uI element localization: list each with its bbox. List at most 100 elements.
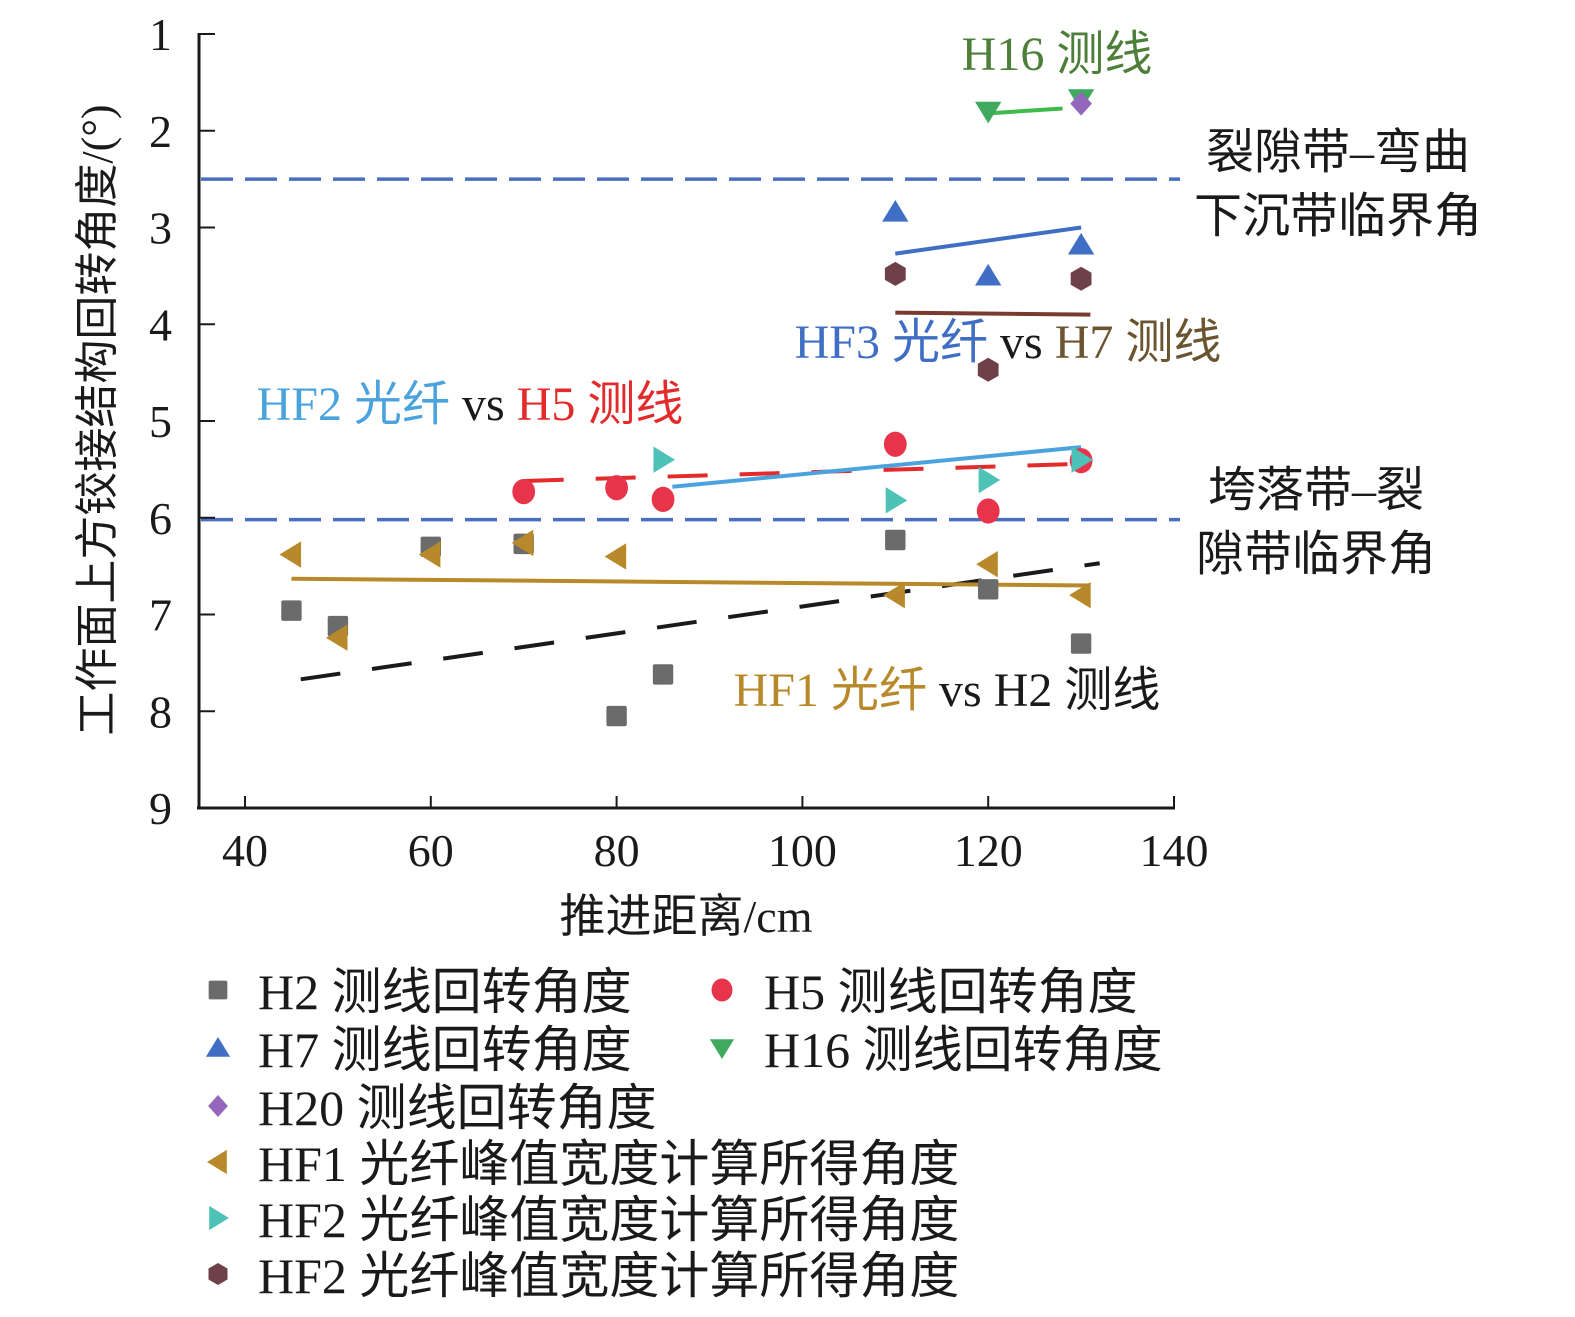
annotations: H16 测线 HF3 光纤 vs H7 测线 HF2 光纤 vs H5 测线 HF1 … [257,28,1222,717]
data-point [976,498,1000,524]
data-point [883,431,907,457]
legend-entry: H7 测线回转角度 [205,1022,632,1078]
y-tick-label: 2 [149,106,172,157]
series-triangle-up [882,200,1095,286]
caving-fracture-critical-label: 隙带临界角 [1196,528,1436,581]
hf1-h2-annotation-part: H2 测线 [994,664,1161,717]
legend: H2 测线回转角度 H5 测线回转角度 H7 测线回转角度 H16 测线回转角度 H20… [205,964,1163,1304]
caving-fracture-critical-label: 垮落带–裂 [1208,464,1424,517]
hf3-h7-annotation-part: H7 测线 [1055,316,1222,369]
fracture-bending-critical-label: 裂隙带–弯曲 [1206,126,1470,179]
data-point [1070,633,1092,654]
data-point [279,541,302,568]
h16-annotation: H16 测线 [962,28,1153,81]
y-tick-label: 1 [149,9,172,60]
data-point [978,466,1001,494]
hf2-fit-line [672,445,1082,489]
hf1-h2-annotation-part: HF1 光纤 [734,664,927,717]
hf1-h2-annotation: HF1 光纤 vs H2 测线 [734,664,1161,717]
series-triangle-left [279,529,1091,651]
hf2-h5-annotation-part: H5 测线 [517,378,684,431]
legend-marker-square [208,980,228,1000]
data-point [512,479,536,505]
legend-marker-triangle-up [205,1037,231,1057]
hf3-fit-line [895,310,1091,317]
hf2-h5-annotation-part: HF2 光纤 [257,378,450,431]
h16-annotation-part: H16 测线 [962,28,1153,81]
data-point [978,579,999,600]
data-point [281,600,302,621]
data-point [653,446,676,473]
fracture-bending-critical-label: 下沉带临界角 [1194,190,1482,243]
data-point [976,550,998,578]
x-tick-label: 120 [954,825,1023,876]
legend-label: HF1 光纤峰值宽度计算所得角度 [258,1136,959,1192]
legend-entry: H2 测线回转角度 [208,964,632,1020]
series-triangle-right [653,446,1094,514]
x-tick-label: 140 [1140,825,1209,876]
legend-entry: H16 测线回转角度 [709,1022,1163,1078]
data-point [885,529,906,551]
legend-marker-triangle-right [209,1205,229,1231]
data-point [975,101,1002,124]
y-tick-label: 6 [149,493,172,544]
hf3-h7-annotation: HF3 光纤 vs H7 测线 [795,316,1222,369]
ticks: 40 60 80 100 120 140 1 2 3 4 5 6 7 8 9 [149,9,1209,876]
hf1-fit-line [291,576,1091,588]
legend-marker-diamond [208,1095,228,1117]
series-hexagon [884,261,1092,382]
data-point [1069,581,1091,609]
legend-entry: HF1 光纤峰值宽度计算所得角度 [207,1136,959,1192]
x-axis-label: 推进距离/cm [560,891,813,942]
data-point [606,705,627,727]
legend-marker-circle [711,978,733,1002]
legend-label: H20 测线回转角度 [258,1080,657,1136]
x-tick-label: 80 [594,825,640,876]
hf1-h2-annotation-part: vs [927,664,994,717]
y-tick-label: 7 [149,590,172,641]
data-point [885,487,908,514]
legend-label: H7 测线回转角度 [258,1022,632,1078]
hf2-h5-annotation-part: vs [450,378,517,431]
data-point [884,261,906,286]
data-point [977,357,999,382]
legend-label: HF2 光纤峰值宽度计算所得角度 [258,1192,959,1248]
data-point [605,475,628,501]
legend-entry: HF2 光纤峰值宽度计算所得角度 [209,1192,959,1248]
y-axis-label: 工作面上方铰接结构回转角度/(°) [73,104,122,735]
legend-marker-triangle-down [709,1039,735,1059]
legend-entry: H5 测线回转角度 [711,964,1138,1020]
y-tick-label: 8 [149,686,172,737]
legend-entry: H20 测线回转角度 [208,1080,657,1136]
h7-fit-line [895,225,1082,256]
y-tick-label: 5 [149,396,172,447]
hf3-h7-annotation-part: HF3 光纤 [795,316,988,369]
data-point [418,541,441,568]
x-tick-label: 40 [222,825,268,876]
data-point [1070,91,1092,116]
legend-entry: HF2 光纤峰值宽度计算所得角度 [208,1248,959,1304]
y-tick-label: 3 [149,203,172,254]
data-point [604,543,627,570]
hf2-h5-annotation: HF2 光纤 vs H5 测线 [257,378,684,431]
series-diamond [1070,91,1092,116]
legend-label: H16 测线回转角度 [764,1022,1163,1078]
legend-label: H5 测线回转角度 [764,964,1138,1020]
data-point [1071,446,1094,473]
x-tick-label: 60 [408,825,454,876]
legend-marker-triangle-left [207,1149,227,1175]
data-point [882,200,909,222]
x-tick-label: 100 [768,825,837,876]
data-points [279,89,1095,727]
data-point [651,486,675,512]
series-circle [512,431,1093,524]
data-point [511,529,534,557]
y-tick-label: 9 [149,783,172,834]
data-point [1067,232,1095,255]
data-point [975,263,1002,286]
data-point [325,624,348,651]
legend-label: H2 测线回转角度 [258,964,632,1020]
data-point [1070,266,1092,291]
